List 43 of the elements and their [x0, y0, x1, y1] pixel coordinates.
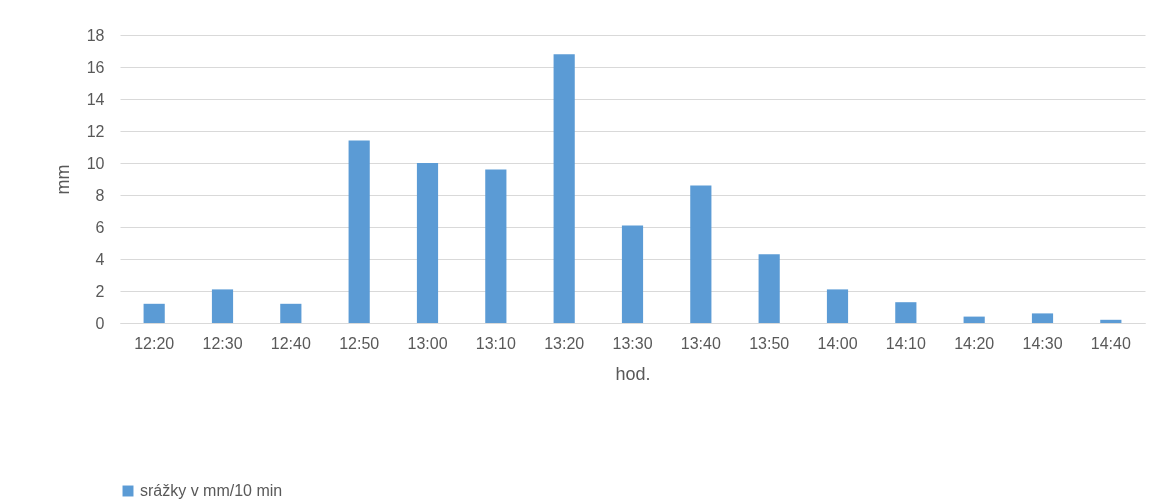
y-tick-label: 0: [95, 314, 105, 332]
bar: [963, 316, 985, 323]
bar: [485, 169, 507, 323]
y-tick-label: 18: [86, 26, 105, 44]
bar: [690, 185, 712, 323]
bar: [280, 303, 302, 323]
bar: [621, 225, 644, 323]
x-tick-label: 14:30: [1022, 334, 1063, 352]
legend-label: srážky v mm/10 min: [140, 482, 283, 499]
y-tick-label: 2: [95, 282, 105, 300]
x-axis-title: hod.: [615, 363, 651, 384]
x-tick-label: 12:50: [339, 334, 380, 352]
bar: [1031, 313, 1054, 323]
x-tick-label: 13:00: [407, 334, 448, 352]
y-tick-label: 12: [86, 122, 105, 140]
x-tick-label: 14:00: [817, 334, 858, 352]
y-axis-title: mm: [52, 164, 73, 195]
x-tick-label: 13:20: [544, 334, 585, 352]
y-tick-label: 6: [95, 218, 105, 236]
x-tick-label: 14:20: [954, 334, 995, 352]
y-tick-label: 4: [95, 250, 105, 268]
x-tick-label: 13:50: [749, 334, 790, 352]
bar: [758, 254, 780, 323]
bar: [553, 54, 575, 323]
bar: [416, 163, 439, 323]
bar: [348, 140, 370, 323]
y-tick-label: 10: [86, 154, 105, 172]
x-tick-label: 12:20: [134, 334, 175, 352]
bar: [1100, 319, 1122, 323]
bar: [211, 289, 234, 323]
y-tick-label: 8: [95, 186, 105, 204]
bar: [143, 303, 165, 323]
x-tick-label: 13:10: [475, 334, 516, 352]
x-tick-label: 13:30: [612, 334, 653, 352]
x-tick-label: 14:40: [1090, 334, 1131, 352]
x-tick-label: 12:30: [202, 334, 243, 352]
bar: [826, 289, 849, 323]
y-tick-label: 16: [86, 58, 105, 76]
x-tick-label: 12:40: [270, 334, 311, 352]
bar: [895, 302, 917, 323]
x-tick-label: 13:40: [680, 334, 721, 352]
x-tick-label: 14:10: [885, 334, 926, 352]
y-tick-label: 14: [86, 90, 105, 108]
